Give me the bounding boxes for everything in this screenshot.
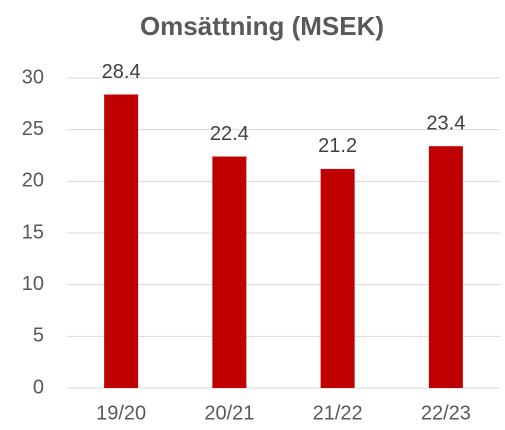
bar [428, 146, 463, 388]
chart-title: Omsättning (MSEK) [140, 11, 384, 41]
y-tick-label: 25 [22, 118, 44, 140]
x-tick-label: 22/23 [421, 402, 471, 424]
bar [320, 168, 355, 388]
y-tick-label: 0 [33, 376, 44, 398]
data-label: 28.4 [102, 61, 141, 83]
y-tick-label: 30 [22, 66, 44, 88]
bar [104, 94, 139, 389]
x-tick-label: 20/21 [204, 402, 254, 424]
x-tick-label: 21/22 [313, 402, 363, 424]
y-tick-label: 10 [22, 273, 44, 295]
bar [212, 156, 247, 388]
y-tick-label: 5 [33, 325, 44, 347]
data-label: 22.4 [210, 123, 249, 145]
data-label: 23.4 [426, 112, 465, 134]
y-tick-label: 15 [22, 221, 44, 243]
x-tick-label: 19/20 [96, 402, 146, 424]
y-tick-label: 20 [22, 170, 44, 192]
data-label: 21.2 [318, 135, 357, 157]
